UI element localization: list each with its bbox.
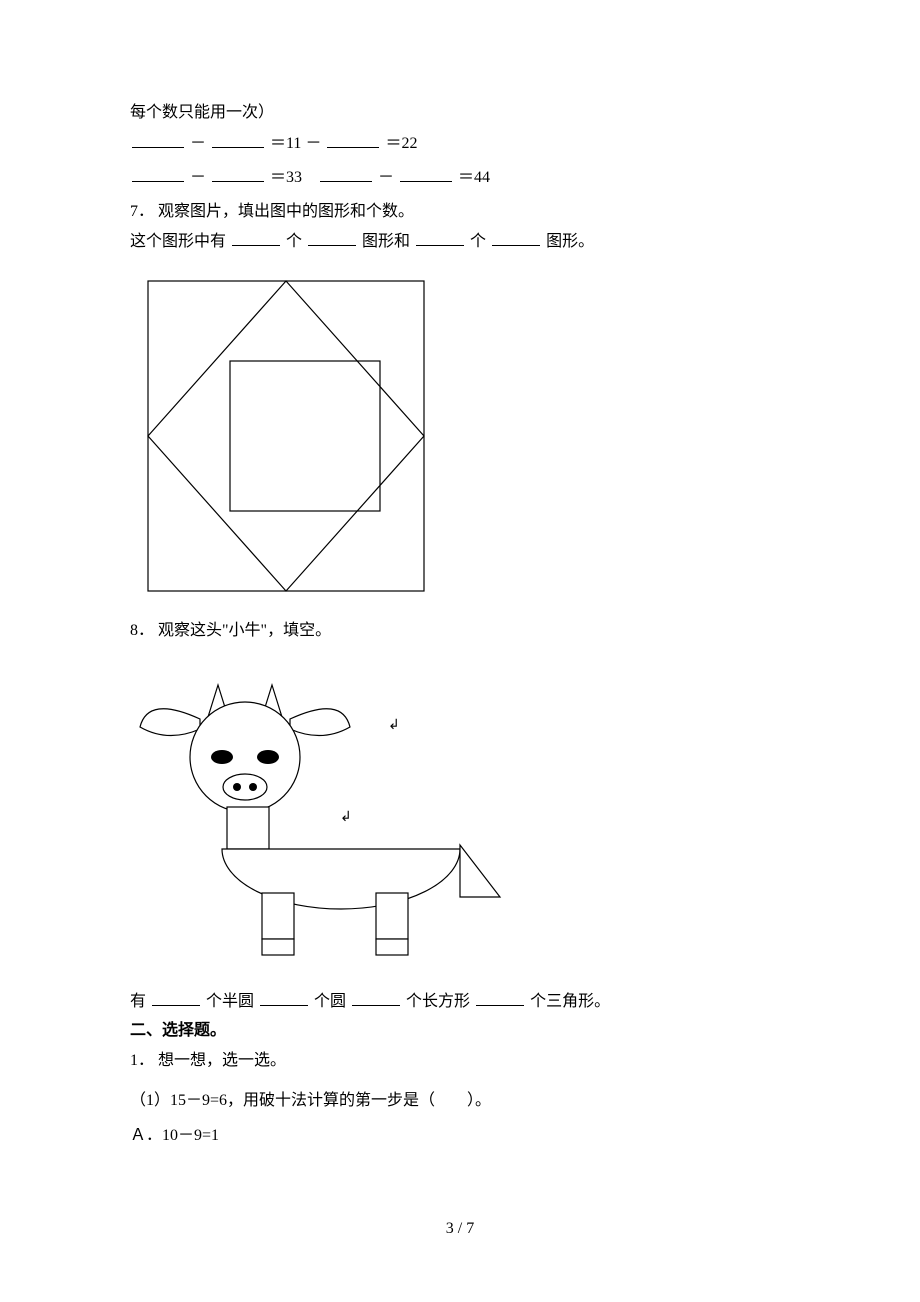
blank-5[interactable]: [212, 164, 264, 182]
cow-right-eye: [257, 750, 279, 764]
equation-row-2: － ＝33 － ＝44: [130, 164, 790, 191]
cow-nostril-right: [249, 783, 257, 791]
cow-leg-right-lower: [376, 939, 408, 955]
blank-3[interactable]: [327, 130, 379, 148]
cow-nostril-left: [233, 783, 241, 791]
minus-sign: －: [190, 135, 206, 152]
q8-pre: 有: [130, 993, 146, 1010]
cow-svg: [130, 657, 530, 967]
q2-1-title: 想一想，选一选。: [158, 1052, 286, 1069]
intro-continuation: 每个数只能用一次）: [130, 100, 790, 126]
q8-t4: 个三角形。: [530, 993, 610, 1010]
q7-unit1: 个: [286, 233, 302, 250]
minus-sign: －: [305, 135, 321, 152]
q8-t2: 个圆: [314, 993, 346, 1010]
q2-1-title-line: 1． 想一想，选一选。: [130, 1048, 790, 1074]
section2-title: 二、选择题。: [130, 1018, 790, 1044]
blank-14[interactable]: [352, 988, 400, 1006]
eq2-rhs: ＝22: [385, 135, 417, 152]
blank-7[interactable]: [400, 164, 452, 182]
q7-title: 观察图片，填出图中的图形和个数。: [158, 203, 414, 220]
minus-sign: －: [378, 169, 394, 186]
blank-11[interactable]: [492, 228, 540, 246]
blank-9[interactable]: [308, 228, 356, 246]
blank-8[interactable]: [232, 228, 280, 246]
outer-square: [148, 281, 424, 591]
q2-1-optA: Ａ．10－9=1: [130, 1123, 790, 1149]
q7-mid: 图形和: [362, 233, 410, 250]
q7-unit2: 个: [470, 233, 486, 250]
blank-6[interactable]: [320, 164, 372, 182]
cow-right-ear: [290, 709, 350, 736]
blank-1[interactable]: [132, 130, 184, 148]
q8-number: 8．: [130, 622, 154, 639]
q8-answer-line: 有 个半圆 个圆 个长方形 个三角形。: [130, 988, 790, 1015]
cow-neck: [227, 807, 269, 849]
q7-suffix: 图形。: [546, 233, 594, 250]
cow-left-ear: [140, 709, 200, 736]
q7-title-line: 7． 观察图片，填出图中的图形和个数。: [130, 199, 790, 225]
q7-prompt-line: 这个图形中有 个 图形和 个 图形。: [130, 228, 790, 255]
cow-snout: [223, 774, 267, 800]
equation-row-1: － ＝11 － ＝22: [130, 130, 790, 157]
blank-15[interactable]: [476, 988, 524, 1006]
cow-leg-left-lower: [262, 939, 294, 955]
q7-pre: 这个图形中有: [130, 233, 226, 250]
cow-leg-left-upper: [262, 893, 294, 939]
cow-tail: [460, 845, 500, 897]
cow-leg-right-upper: [376, 893, 408, 939]
q2-1-number: 1．: [130, 1052, 154, 1069]
cow-body: [222, 849, 460, 909]
arrow-mark-1: ↲: [388, 715, 400, 737]
q8-title: 观察这头"小牛"，填空。: [158, 622, 331, 639]
arrow-mark-2: ↲: [340, 807, 352, 829]
cow-left-eye: [211, 750, 233, 764]
q2-1-sub1: （1）15－9=6，用破十法计算的第一步是（ ）。: [130, 1088, 790, 1114]
squares-diamond-svg: [130, 269, 440, 599]
q8-t3: 个长方形: [406, 993, 470, 1010]
eq4-rhs: ＝44: [458, 169, 490, 186]
q8-t1: 个半圆: [206, 993, 254, 1010]
blank-4[interactable]: [132, 164, 184, 182]
q7-number: 7．: [130, 203, 154, 220]
q7-diagram: [130, 269, 790, 608]
minus-sign: －: [190, 169, 206, 186]
blank-10[interactable]: [416, 228, 464, 246]
blank-13[interactable]: [260, 988, 308, 1006]
page-footer: 3 / 7: [0, 1216, 920, 1242]
q8-cow-diagram: ↲ ↲: [130, 657, 790, 976]
blank-2[interactable]: [212, 130, 264, 148]
q8-title-line: 8． 观察这头"小牛"，填空。: [130, 618, 790, 644]
eq1-rhs: ＝11: [270, 135, 301, 152]
eq3-rhs: ＝33: [270, 169, 302, 186]
blank-12[interactable]: [152, 988, 200, 1006]
